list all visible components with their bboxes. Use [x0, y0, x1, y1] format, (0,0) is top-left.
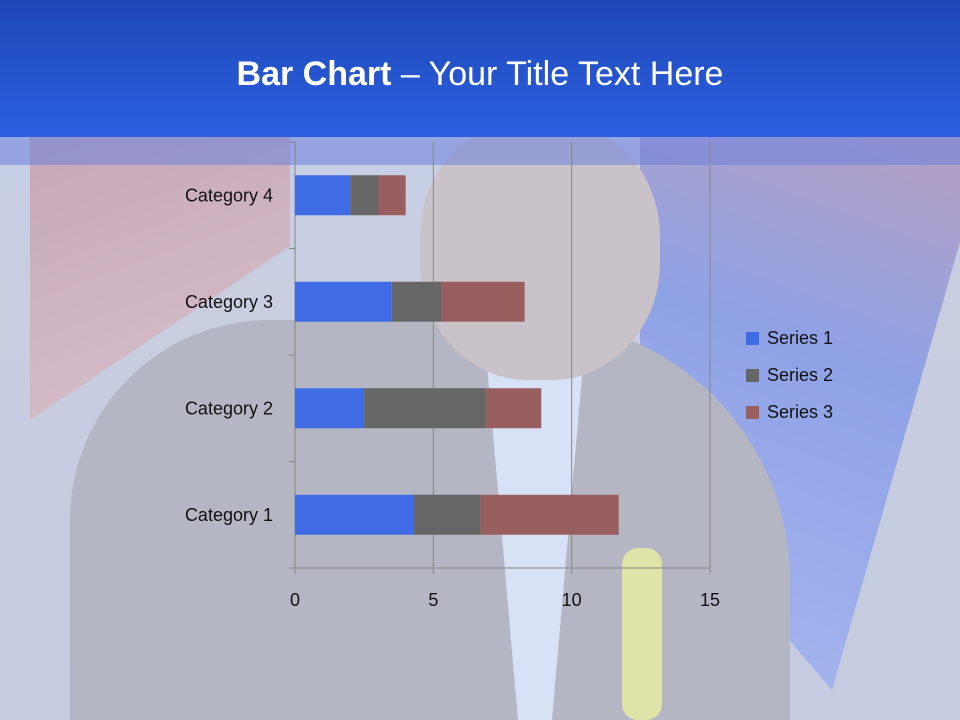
legend-swatch — [746, 406, 759, 419]
bar-series-2 — [413, 494, 481, 535]
legend-label: Series 2 — [767, 365, 833, 385]
category-label: Category 1 — [185, 505, 273, 525]
category-label: Category 2 — [185, 398, 273, 418]
x-tick-label: 15 — [700, 590, 720, 610]
bar-series-3 — [485, 388, 542, 429]
bar-series-1 — [295, 281, 392, 322]
bar-series-1 — [295, 494, 414, 535]
x-tick-label: 0 — [290, 590, 300, 610]
category-label: Category 3 — [185, 292, 273, 312]
slide-title: Bar Chart – Your Title Text Here — [0, 55, 960, 94]
title-bold: Bar Chart — [236, 55, 392, 93]
category-label: Category 4 — [185, 185, 273, 205]
bar-series-3 — [441, 281, 525, 322]
legend-swatch — [746, 369, 759, 382]
x-tick-label: 5 — [428, 590, 438, 610]
bar-series-1 — [295, 175, 351, 216]
bar-series-2 — [364, 388, 486, 429]
bar-series-2 — [391, 281, 442, 322]
umbrella-handle — [622, 548, 662, 720]
legend-label: Series 1 — [767, 328, 833, 348]
title-rest: – Your Title Text Here — [391, 55, 724, 93]
bar-series-1 — [295, 388, 365, 429]
bar-series-3 — [480, 494, 619, 535]
bar-series-2 — [350, 175, 378, 216]
x-tick-label: 10 — [562, 590, 582, 610]
bar-series-3 — [378, 175, 406, 216]
legend-swatch — [746, 332, 759, 345]
title-band — [0, 137, 960, 165]
legend-label: Series 3 — [767, 402, 833, 422]
title-bar — [0, 0, 960, 137]
